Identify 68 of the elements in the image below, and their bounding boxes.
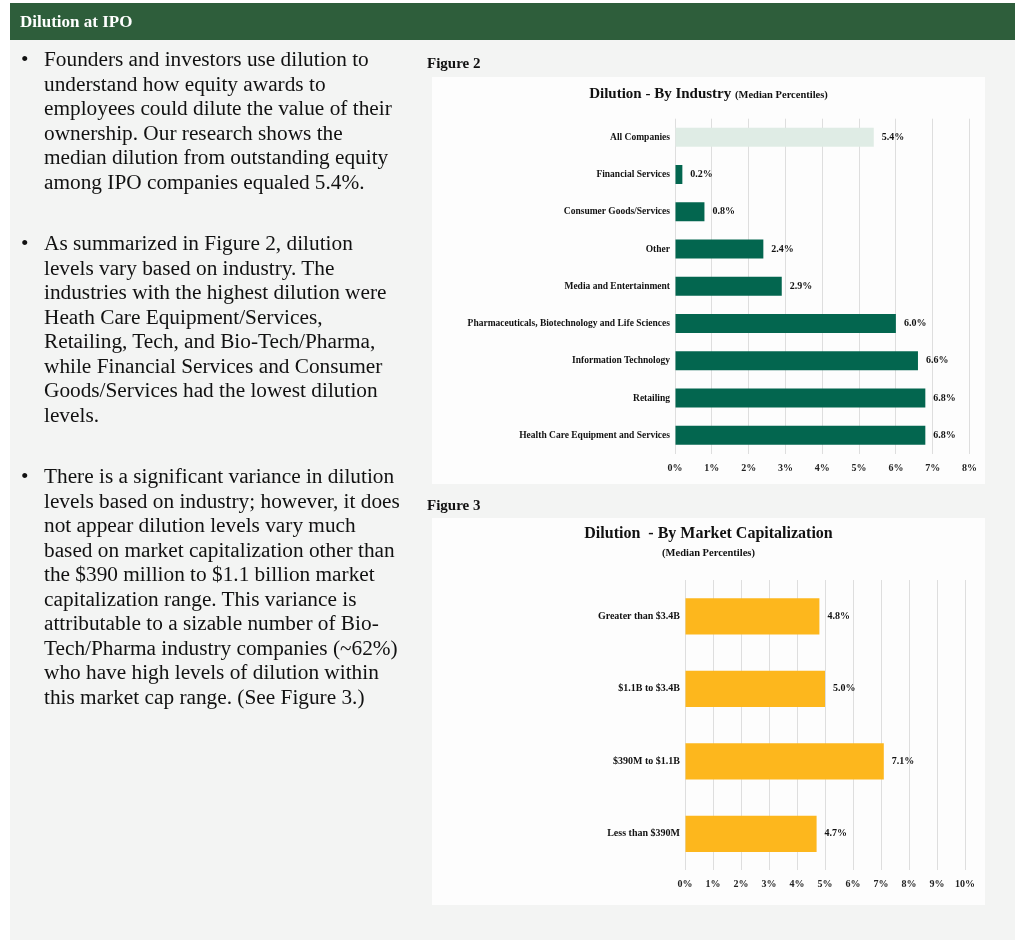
x-tick-label: 8% <box>962 461 977 473</box>
x-tick-label: 4% <box>814 461 830 473</box>
y-tick-label: Less than $390M <box>607 827 681 839</box>
x-tick-label: 10% <box>955 877 975 889</box>
y-tick-label: Pharmaceuticals, Biotechnology and Life Sciences <box>467 318 671 329</box>
x-tick-label: 1% <box>705 877 721 889</box>
data-label: 2.9% <box>789 279 813 291</box>
data-label: 4.8% <box>827 609 850 621</box>
x-tick-label: 3% <box>777 461 793 473</box>
x-tick-label: 7% <box>873 877 889 889</box>
y-tick-label: Media and Entertainment <box>564 280 671 291</box>
data-label: 6.8% <box>933 391 956 403</box>
x-tick-label: 9% <box>929 877 945 889</box>
bar <box>675 425 926 445</box>
data-label: 0.8% <box>712 205 735 217</box>
y-tick-label: Financial Services <box>596 169 671 180</box>
y-tick-label: $390M to $1.1B <box>613 754 681 766</box>
bar <box>685 743 884 780</box>
data-label: 7.1% <box>891 754 915 766</box>
x-tick-label: 5% <box>817 877 833 889</box>
x-tick-label: 2% <box>741 461 757 473</box>
x-tick-label: 2% <box>733 877 749 889</box>
y-tick-label: Retailing <box>633 392 671 403</box>
chart-subtitle: (Median Percentiles) <box>735 89 828 100</box>
caption: Figure 2 <box>427 54 481 73</box>
y-tick-label: Information Technology <box>572 355 671 366</box>
bar <box>675 314 896 334</box>
bar <box>675 202 705 222</box>
bar <box>685 670 825 707</box>
bar <box>685 815 817 852</box>
y-tick-label: Greater than $3.4B <box>597 609 681 621</box>
bar <box>675 351 918 371</box>
x-tick-label: 6% <box>888 461 904 473</box>
bar <box>675 276 782 296</box>
x-tick-label: 7% <box>925 461 941 473</box>
text: • There is a significant variance in dilution levels based on industry; however, it does not appear dilution levels vary much based on market capitalization other than the $390 million to $1.1 billion market capitalization range. This variance is attributable to a sizable number of Bio-Tech/Pharma industry companies (~62%) who have high levels of dilution within this market cap range. (See Figure 3.) <box>21 464 400 709</box>
data-label: 6.8% <box>933 428 956 440</box>
y-tick-label: $1.1B to $3.4B <box>618 682 681 694</box>
x-tick-label: 4% <box>789 877 805 889</box>
data-label: 6.6% <box>925 354 949 366</box>
data-label: 5.4% <box>881 130 905 142</box>
y-tick-label: Other <box>645 243 671 254</box>
x-tick-label: 0% <box>667 461 683 473</box>
data-label: 4.7% <box>824 827 848 839</box>
chart-title: Dilution - By Market Capitalization <box>584 524 833 541</box>
text: • Founders and investors use dilution to understand how equity awards to employees could dilute the value of their ownership. Our research shows the median dilution from outstanding equity among IPO companies equaled 5.4%. <box>21 47 392 194</box>
chart-title: Dilution - By Industry <box>589 85 732 101</box>
x-tick-label: 6% <box>845 877 861 889</box>
x-tick-label: 0% <box>677 877 693 889</box>
data-label: 5.0% <box>833 682 856 694</box>
chart-subtitle: (Median Percentiles) <box>662 547 755 558</box>
text: • As summarized in Figure 2, dilution levels vary based on industry. The industries with the highest dilution were Heath Care Equipment/Services, Retailing, Tech, and Bio-Tech/Pharma, while Financial Services and Consumer Goods/Services had the lowest dilution levels. <box>21 231 387 427</box>
bar <box>675 127 874 147</box>
bar <box>685 598 820 635</box>
x-tick-label: 3% <box>761 877 777 889</box>
x-tick-label: 5% <box>851 461 867 473</box>
data-label: 2.4% <box>771 242 794 254</box>
y-tick-label: All Companies <box>610 131 671 142</box>
x-tick-label: 1% <box>704 461 720 473</box>
caption: Figure 3 <box>427 496 481 515</box>
bar <box>675 239 764 259</box>
x-tick-label: 8% <box>901 877 917 889</box>
text: Dilution at IPO <box>10 3 1015 40</box>
bar <box>675 388 926 408</box>
data-label: 6.0% <box>903 317 927 329</box>
data-label: 0.2% <box>690 168 713 180</box>
y-tick-label: Consumer Goods/Services <box>563 206 671 217</box>
y-tick-label: Health Care Equipment and Services <box>519 429 671 440</box>
